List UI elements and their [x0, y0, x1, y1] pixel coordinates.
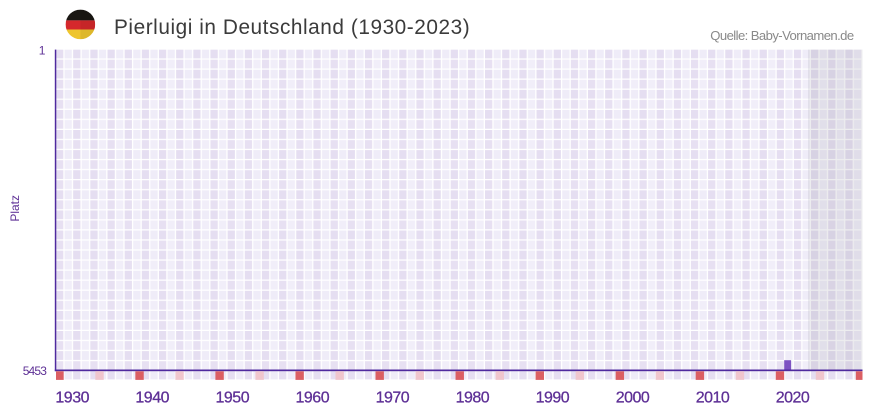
svg-text:2000: 2000 — [616, 389, 650, 406]
svg-text:1960: 1960 — [296, 389, 330, 406]
svg-text:2020: 2020 — [776, 389, 810, 406]
svg-text:Platz: Platz — [8, 195, 22, 222]
svg-text:2010: 2010 — [696, 389, 730, 406]
svg-text:1930: 1930 — [55, 389, 89, 406]
svg-text:5453: 5453 — [23, 364, 48, 378]
svg-text:1980: 1980 — [456, 389, 490, 406]
svg-text:1950: 1950 — [216, 389, 250, 406]
svg-text:1: 1 — [39, 43, 46, 57]
svg-text:1940: 1940 — [135, 389, 169, 406]
svg-text:1970: 1970 — [376, 389, 410, 406]
svg-text:Pierluigi in Deutschland (1930: Pierluigi in Deutschland (1930-2023) — [114, 16, 470, 39]
svg-text:Quelle: Baby-Vornamen.de: Quelle: Baby-Vornamen.de — [710, 28, 854, 43]
svg-text:1990: 1990 — [536, 389, 570, 406]
